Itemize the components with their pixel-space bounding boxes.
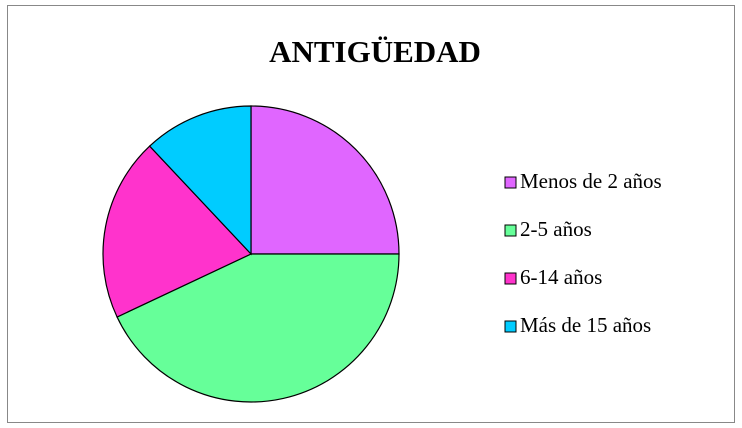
pie-slice (148, 105, 252, 256)
legend-swatch (504, 272, 517, 285)
legend-swatch (504, 176, 517, 189)
pie-slice (250, 105, 400, 255)
legend-label: Más de 15 años (520, 313, 651, 337)
legend-label: 2-5 años (520, 217, 592, 241)
pie-slice (116, 253, 400, 403)
legend-label: Menos de 2 años (520, 169, 662, 193)
chart-title: ANTIGÜEDAD (269, 34, 481, 69)
legend-label: 6-14 años (520, 265, 602, 289)
legend-swatch (504, 320, 517, 333)
pie-slice (102, 145, 253, 318)
legend-swatch (504, 224, 517, 237)
